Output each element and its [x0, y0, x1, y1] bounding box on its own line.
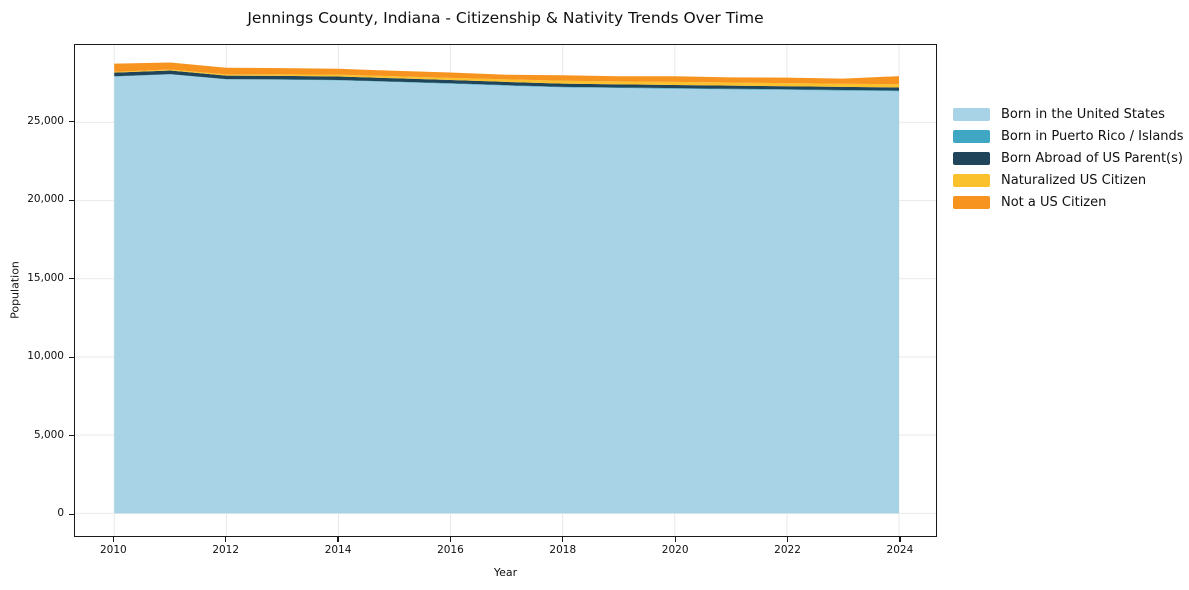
legend-label: Naturalized US Citizen	[1001, 173, 1147, 188]
area-band	[114, 69, 900, 88]
y-tick-label: 20,000	[27, 193, 64, 206]
x-tick-label: 2012	[212, 544, 240, 556]
x-tick-label: 2020	[661, 544, 689, 556]
legend-label: Not a US Citizen	[1001, 195, 1107, 210]
x-tick-mark	[786, 537, 789, 542]
legend-item: Born in Puerto Rico / Islands	[953, 129, 1184, 144]
y-tick-label: 0	[57, 507, 64, 520]
x-tick-mark	[112, 537, 114, 542]
x-tick-label: 2022	[774, 544, 801, 556]
y-tick-mark	[69, 121, 74, 123]
y-tick-mark	[69, 199, 74, 201]
x-tick-mark	[225, 537, 227, 542]
legend-swatch	[953, 196, 990, 209]
legend-item: Not a US Citizen	[953, 195, 1184, 210]
y-tick-label: 25,000	[27, 114, 64, 127]
y-tick-label: 10,000	[27, 350, 64, 363]
y-tick-mark	[69, 435, 74, 437]
x-tick-label: 2016	[437, 544, 464, 556]
area-band	[114, 70, 900, 91]
area-band	[114, 74, 900, 514]
chart-title: Jennings County, Indiana - Citizenship &…	[247, 9, 764, 27]
legend-label: Born Abroad of US Parent(s)	[1001, 151, 1183, 166]
x-tick-label: 2018	[549, 544, 577, 556]
x-tick-mark	[562, 537, 564, 542]
legend-swatch	[953, 174, 990, 187]
x-tick-mark	[449, 537, 452, 542]
legend-swatch	[953, 108, 990, 121]
x-tick-label: 2010	[99, 544, 127, 556]
legend-item: Born in the United States	[953, 107, 1184, 122]
x-tick-mark	[674, 537, 676, 542]
y-tick-label: 15,000	[27, 271, 64, 284]
x-tick-mark	[899, 537, 901, 542]
x-tick-label: 2024	[886, 544, 914, 556]
x-tick-label: 2014	[324, 544, 352, 556]
stacked-area-chart	[75, 45, 936, 536]
legend: Born in the United States Born in Puerto …	[953, 107, 1184, 218]
y-tick-mark	[69, 356, 74, 358]
y-axis-label: Population	[8, 261, 22, 319]
x-axis-label: Year	[493, 566, 518, 579]
legend-label: Born in the United States	[1001, 107, 1165, 122]
y-tick-mark	[69, 278, 74, 280]
area-band	[114, 62, 900, 85]
legend-label: Born in Puerto Rico / Islands	[1001, 129, 1184, 144]
legend-swatch	[953, 152, 990, 165]
y-tick-label: 5,000	[33, 428, 64, 441]
y-tick-mark	[69, 513, 74, 515]
legend-swatch	[953, 130, 990, 143]
plot-area	[74, 44, 937, 537]
x-tick-mark	[337, 537, 339, 542]
legend-item: Naturalized US Citizen	[953, 173, 1184, 188]
legend-item: Born Abroad of US Parent(s)	[953, 151, 1184, 166]
